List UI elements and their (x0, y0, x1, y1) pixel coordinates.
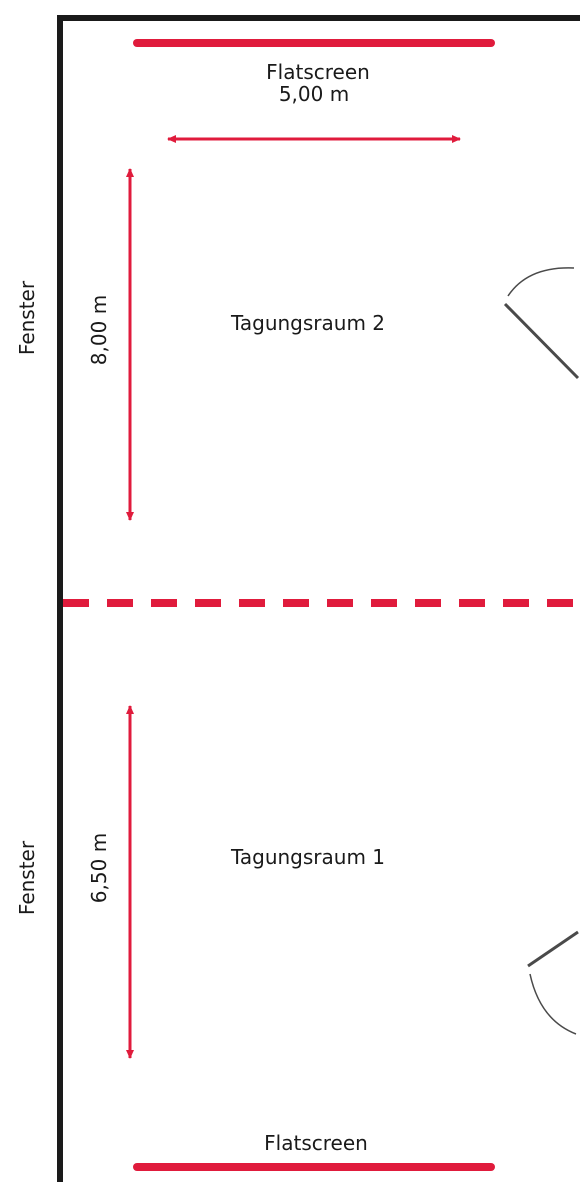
door-swing-arc (529, 973, 577, 1035)
flatscreen-top-label: Flatscreen (266, 60, 370, 84)
width-dimension-label: 5,00 m (279, 82, 349, 106)
room-2-name: Tagungsraum 2 (230, 311, 385, 335)
door-leaf (503, 302, 580, 380)
door-swing-arc (507, 267, 575, 297)
flatscreen-bottom-label: Flatscreen (264, 1131, 368, 1155)
door-leaf (527, 930, 579, 968)
room-1-window-label: Fenster (15, 840, 39, 915)
room-2-depth-label: 8,00 m (87, 295, 111, 365)
room-1-door (527, 930, 579, 1035)
room-2-door (503, 267, 580, 380)
room-1-name: Tagungsraum 1 (230, 845, 385, 869)
room-1-depth-label: 6,50 m (87, 833, 111, 903)
room-2-window-label: Fenster (15, 280, 39, 355)
walls (57, 15, 580, 1182)
